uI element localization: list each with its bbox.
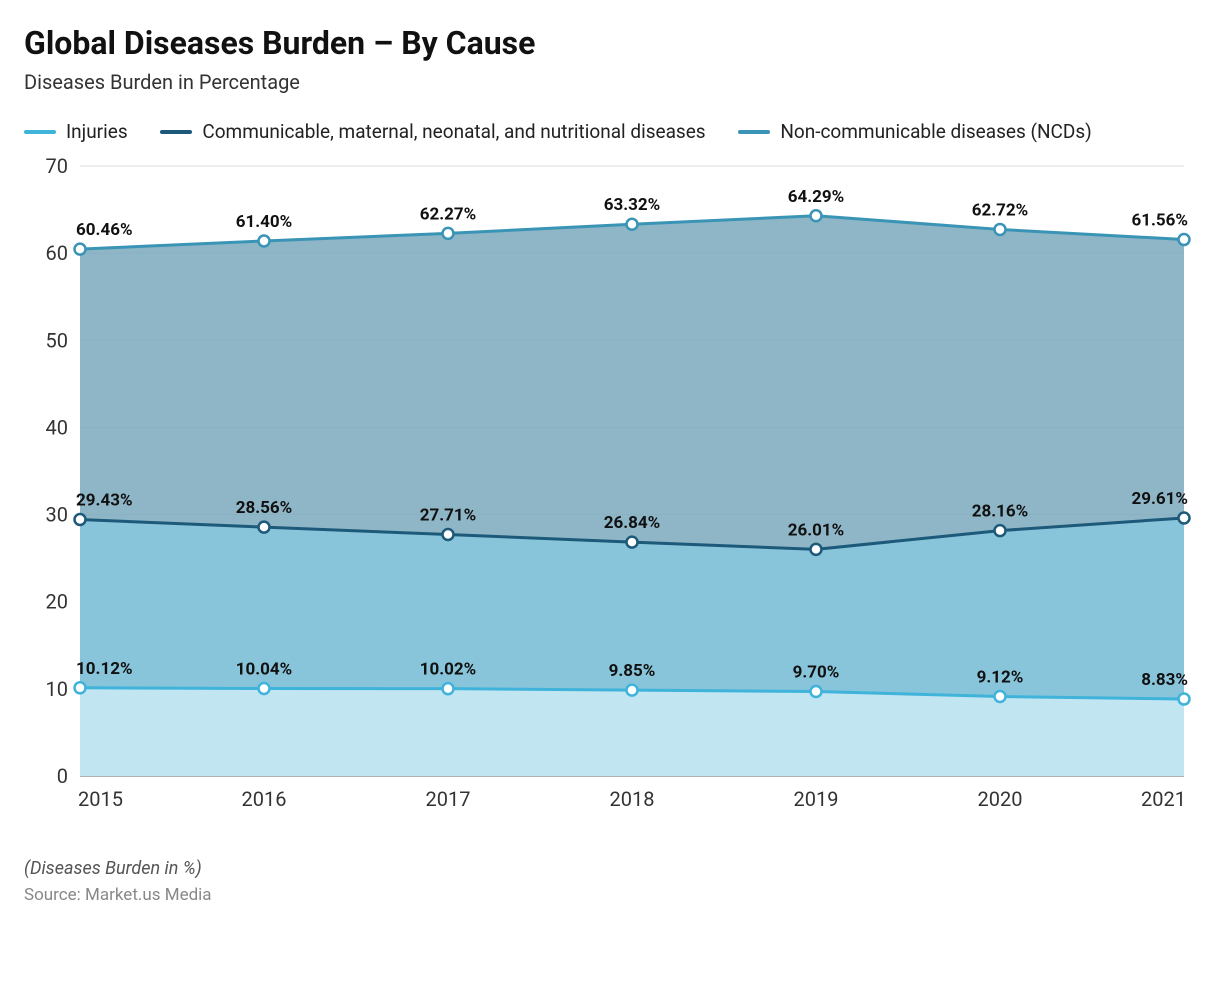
y-tick-label: 60	[46, 241, 68, 265]
data-point-injuries	[75, 682, 86, 693]
series-area-injuries	[80, 688, 1184, 776]
legend-label: Injuries	[66, 116, 128, 148]
y-tick-label: 40	[46, 416, 68, 440]
data-label-injuries: 9.12%	[977, 668, 1024, 688]
legend-item: Injuries	[24, 116, 128, 148]
data-point-ncds	[811, 210, 822, 221]
data-label-ncds: 60.46%	[76, 220, 133, 240]
data-point-injuries	[443, 683, 454, 694]
data-label-ncds: 63.32%	[604, 195, 661, 215]
chart-subtitle: Diseases Burden in Percentage	[24, 70, 1196, 94]
data-label-communicable: 26.84%	[604, 513, 661, 533]
legend-label: Non-communicable diseases (NCDs)	[780, 116, 1091, 148]
data-label-communicable: 27.71%	[420, 506, 477, 526]
y-tick-label: 30	[46, 503, 68, 527]
y-tick-label: 50	[46, 328, 68, 352]
x-tick-label: 2015	[78, 787, 123, 811]
data-label-communicable: 29.61%	[1131, 489, 1188, 509]
footnote: (Diseases Burden in %)	[24, 858, 1196, 879]
data-point-injuries	[995, 691, 1006, 702]
data-label-communicable: 28.56%	[236, 498, 293, 518]
data-label-injuries: 8.83%	[1141, 670, 1188, 690]
data-point-injuries	[1179, 694, 1190, 705]
data-label-ncds: 61.56%	[1131, 211, 1188, 231]
data-point-injuries	[627, 685, 638, 696]
data-point-ncds	[75, 244, 86, 255]
legend-label: Communicable, maternal, neonatal, and nu…	[202, 116, 705, 148]
data-point-communicable	[443, 529, 454, 540]
legend-swatch	[24, 130, 56, 134]
y-tick-label: 70	[46, 156, 68, 178]
data-point-communicable	[995, 525, 1006, 536]
data-point-ncds	[995, 224, 1006, 235]
data-label-ncds: 62.27%	[420, 205, 477, 225]
y-tick-label: 0	[57, 764, 68, 788]
data-point-ncds	[259, 236, 270, 247]
x-tick-label: 2019	[794, 787, 839, 811]
data-label-injuries: 10.02%	[420, 660, 477, 680]
legend-swatch	[160, 130, 192, 134]
data-point-injuries	[259, 683, 270, 694]
data-point-ncds	[1179, 234, 1190, 245]
data-label-injuries: 9.85%	[609, 661, 656, 681]
data-label-ncds: 62.72%	[972, 201, 1029, 221]
data-point-communicable	[627, 537, 638, 548]
data-label-injuries: 10.04%	[236, 660, 293, 680]
data-label-injuries: 10.12%	[76, 659, 133, 679]
x-tick-label: 2020	[978, 787, 1023, 811]
x-tick-label: 2016	[242, 787, 287, 811]
data-point-communicable	[1179, 513, 1190, 524]
data-point-injuries	[811, 686, 822, 697]
x-tick-label: 2017	[426, 787, 471, 811]
legend-swatch	[738, 130, 770, 134]
data-label-ncds: 61.40%	[236, 212, 293, 232]
data-point-ncds	[443, 228, 454, 239]
data-label-communicable: 26.01%	[788, 520, 845, 540]
data-point-communicable	[75, 514, 86, 525]
data-point-ncds	[627, 219, 638, 230]
data-point-communicable	[811, 544, 822, 555]
data-label-injuries: 9.70%	[793, 663, 840, 683]
data-label-communicable: 28.16%	[972, 502, 1029, 522]
y-tick-label: 10	[46, 677, 68, 701]
legend-item: Non-communicable diseases (NCDs)	[738, 116, 1091, 148]
chart-area: 0 10 20 30 40 50 60 70 60.46% 61.40% 62.27% 63.32% 6…	[24, 156, 1196, 836]
x-tick-label: 2021	[1141, 787, 1186, 811]
chart-title: Global Diseases Burden – By Cause	[24, 24, 1196, 62]
y-tick-label: 20	[46, 590, 68, 614]
line-area-chart: 0 10 20 30 40 50 60 70 60.46% 61.40% 62.27% 63.32% 6…	[24, 156, 1196, 836]
data-label-communicable: 29.43%	[76, 491, 133, 511]
data-point-communicable	[259, 522, 270, 533]
data-label-ncds: 64.29%	[788, 187, 845, 207]
source-attribution: Source: Market.us Media	[24, 885, 1196, 905]
x-tick-label: 2018	[610, 787, 655, 811]
legend-item: Communicable, maternal, neonatal, and nu…	[160, 116, 705, 148]
legend: Injuries Communicable, maternal, neonata…	[24, 112, 1184, 148]
